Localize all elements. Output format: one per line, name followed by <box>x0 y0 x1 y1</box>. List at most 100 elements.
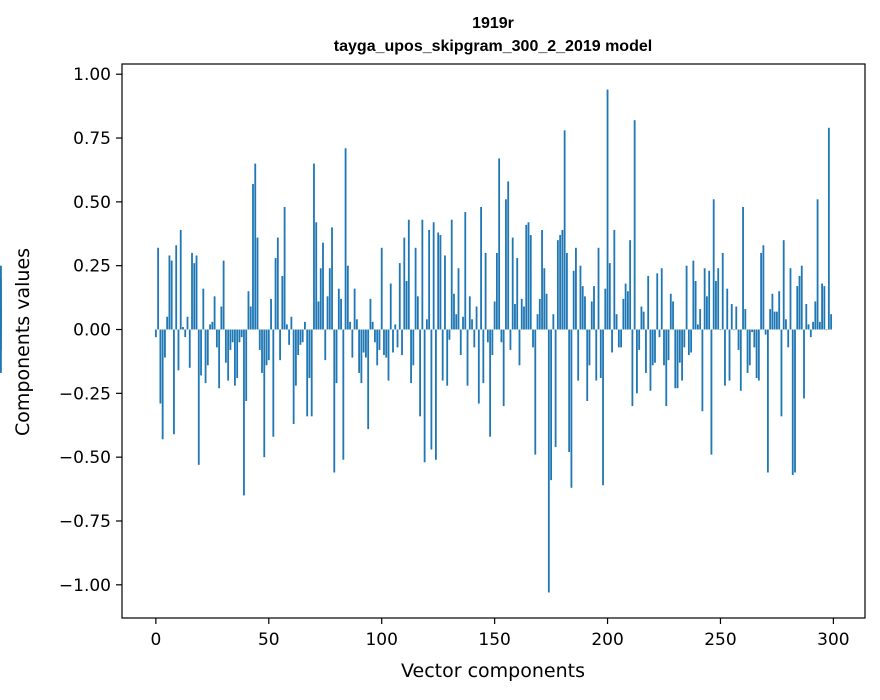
bar-295 <box>821 283 823 330</box>
bar-96 <box>371 321 374 330</box>
y-tick-label: 0.00 <box>73 321 111 341</box>
bar-156 <box>507 181 510 330</box>
bar-195 <box>595 329 598 381</box>
bar-104 <box>389 283 392 330</box>
bar-10 <box>177 329 180 371</box>
bar-23 <box>206 329 209 366</box>
bar-53 <box>274 258 277 330</box>
bar-239 <box>694 281 697 330</box>
bar-120 <box>425 319 428 330</box>
bar-237 <box>690 329 693 353</box>
bar-153 <box>500 329 503 343</box>
bar-250 <box>719 329 722 331</box>
bar-101 <box>383 329 385 356</box>
bar-178 <box>556 240 559 330</box>
bar-162 <box>520 298 523 330</box>
bar-219 <box>649 329 652 391</box>
bar-217 <box>645 329 647 373</box>
bar-30 <box>222 260 225 330</box>
bar-106 <box>394 324 397 330</box>
bar-97 <box>374 329 376 343</box>
bar-87 <box>351 329 354 358</box>
bar-192 <box>588 329 591 366</box>
bar-145 <box>482 329 485 384</box>
bar-218 <box>647 275 650 330</box>
bar-137 <box>464 212 467 330</box>
bar-270 <box>764 329 767 335</box>
bar-114 <box>412 329 415 366</box>
bar-19 <box>197 329 200 465</box>
bar-298 <box>827 127 830 330</box>
bar-33 <box>229 329 232 350</box>
bar-172 <box>543 268 546 330</box>
bar-203 <box>613 229 616 330</box>
bar-131 <box>450 219 453 330</box>
bar-52 <box>272 329 275 437</box>
bar-16 <box>191 252 193 330</box>
bar-240 <box>696 324 699 330</box>
bar-57 <box>283 206 286 330</box>
bar-63 <box>297 329 300 356</box>
bar-266 <box>755 329 758 379</box>
bar-276 <box>778 291 781 330</box>
bar-85 <box>346 265 349 330</box>
bar-296 <box>823 286 826 330</box>
bar-212 <box>633 120 636 330</box>
bar-231 <box>676 329 679 389</box>
bar-103 <box>387 329 390 381</box>
bar-283 <box>794 329 796 473</box>
bar-79 <box>333 329 336 473</box>
bar-274 <box>773 311 776 330</box>
bar-182 <box>565 252 568 330</box>
bar-269 <box>762 245 765 330</box>
bar-271 <box>766 329 769 473</box>
bar-47 <box>261 329 263 373</box>
bar-60 <box>290 316 293 330</box>
bar-38 <box>240 329 243 338</box>
bar-141 <box>473 329 476 348</box>
bar-275 <box>776 311 778 330</box>
bar-251 <box>721 252 724 330</box>
bar-294 <box>818 321 821 330</box>
bar-204 <box>615 314 618 330</box>
bar-241 <box>699 309 702 330</box>
bar-113 <box>410 329 412 384</box>
bar-7 <box>170 260 173 330</box>
bar-98 <box>376 329 379 366</box>
bar-177 <box>554 329 557 447</box>
bar-151 <box>495 252 498 330</box>
bar-58 <box>285 324 288 330</box>
bar-147 <box>486 329 489 343</box>
bar-190 <box>584 296 586 330</box>
bar-181 <box>563 130 566 330</box>
bar-138 <box>466 329 469 386</box>
bar-134 <box>457 268 460 330</box>
bar-293 <box>816 199 819 330</box>
bar-75 <box>324 329 327 361</box>
bar-36 <box>236 329 239 379</box>
bar-14 <box>186 316 189 330</box>
bar-214 <box>638 329 641 350</box>
bar-210 <box>629 240 632 330</box>
bar-216 <box>642 311 645 330</box>
bar-246 <box>710 329 713 455</box>
bar-119 <box>423 329 426 463</box>
bar-245 <box>708 270 711 330</box>
bar-121 <box>428 229 431 330</box>
bar-25 <box>211 321 214 330</box>
bar-286 <box>800 265 803 330</box>
bar-289 <box>807 324 810 330</box>
bar-278 <box>782 240 785 330</box>
bar-99 <box>378 329 381 350</box>
bar-191 <box>586 329 589 401</box>
y-axis-ticks: −1.00 −0.75 −0.50 −0.25 0.00 0.25 0.50 0.75 1.00 <box>59 65 122 596</box>
bar-175 <box>550 329 552 481</box>
bar-90 <box>358 329 361 373</box>
bar-277 <box>780 329 783 417</box>
bar-18 <box>195 255 198 330</box>
bar-126 <box>439 235 442 330</box>
y-tick-label: 0.75 <box>73 129 111 149</box>
bar-168 <box>534 329 537 455</box>
bar-20 <box>200 329 202 376</box>
